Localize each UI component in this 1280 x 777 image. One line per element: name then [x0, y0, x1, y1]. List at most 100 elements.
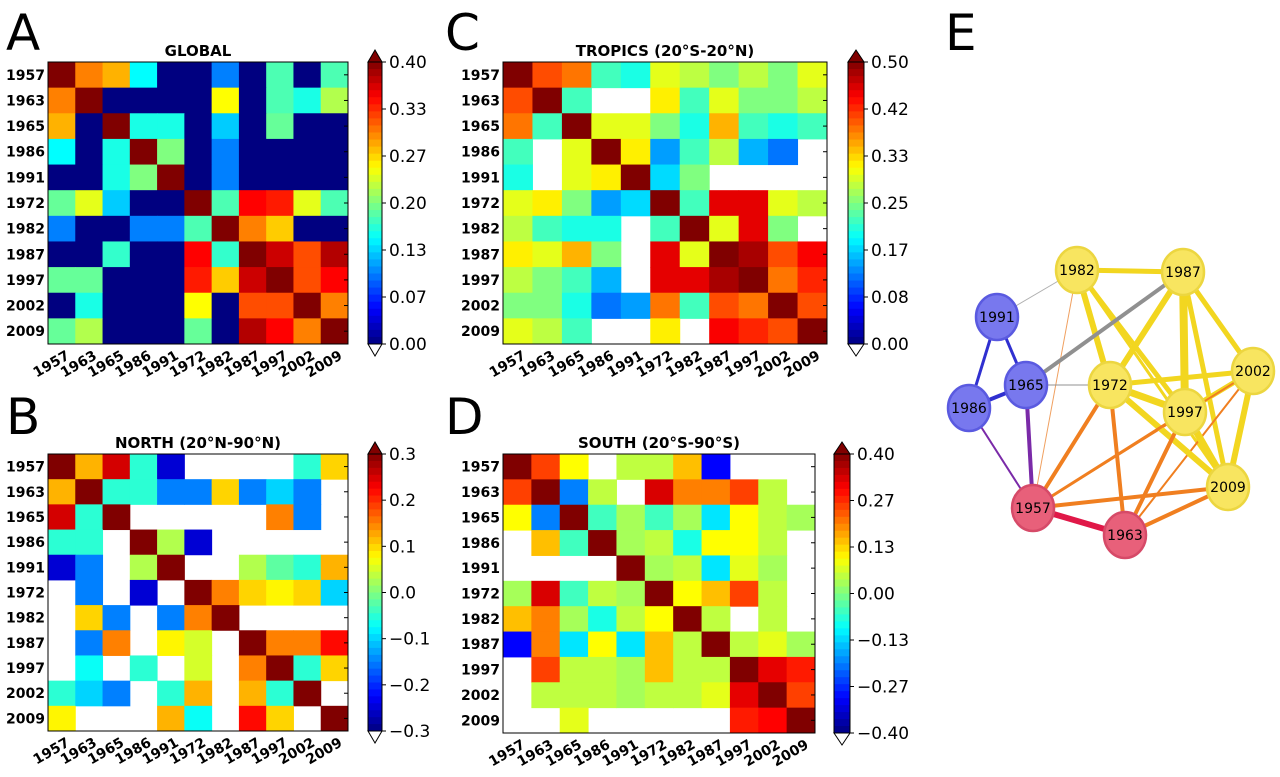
colorbar-segment	[848, 322, 864, 331]
y-tick-label: 2002	[461, 299, 500, 315]
heatmap-cell	[559, 707, 589, 734]
heatmap-cell	[758, 580, 788, 607]
heatmap-cell	[758, 555, 788, 582]
heatmap-cell	[75, 292, 104, 319]
colorbar-segment	[368, 273, 382, 282]
heatmap-cell	[738, 87, 769, 114]
colorbar-segment	[848, 210, 864, 218]
colorbar-segment	[368, 668, 382, 677]
colorbar-segment	[368, 647, 382, 656]
heatmap-panel-c: TROPICS (20°S-20°N)195719571963196319651…	[461, 42, 909, 381]
colorbar-tick-label: 0.42	[871, 100, 909, 120]
heatmap-cell	[320, 241, 349, 268]
heatmap-cell	[184, 705, 213, 732]
heatmap-cell	[679, 241, 710, 268]
heatmap-cell	[129, 579, 158, 606]
heatmap-cell	[559, 656, 589, 683]
heatmap-cell	[701, 479, 731, 506]
y-tick-label: 1972	[461, 587, 500, 603]
colorbar-segment	[368, 682, 382, 690]
y-tick-label: 1986	[461, 145, 500, 161]
heatmap-cell	[48, 529, 76, 556]
colorbar-min-arrow	[847, 343, 865, 357]
heatmap-cell	[758, 707, 788, 734]
heatmap-cell	[211, 215, 240, 242]
heatmap-cell	[157, 164, 185, 191]
colorbar-segment	[834, 691, 850, 699]
heatmap-cell	[620, 113, 651, 140]
heatmap-cell	[650, 241, 681, 268]
colorbar-segment	[848, 125, 864, 133]
heatmap-cell	[266, 504, 294, 531]
heatmap-cell	[503, 138, 533, 166]
colorbar-tick-label: 0.07	[389, 288, 427, 308]
heatmap-cell	[503, 631, 532, 658]
heatmap-cell	[650, 62, 681, 89]
colorbar-tick-label: 0.08	[871, 288, 909, 308]
heatmap-cell	[768, 267, 799, 294]
network-node: 1997	[1162, 387, 1208, 437]
colorbar-segment	[368, 654, 382, 663]
heatmap-cell	[75, 479, 104, 505]
heatmap-cell	[673, 682, 703, 709]
heatmap-cell	[561, 164, 592, 191]
colorbar-segment	[368, 280, 382, 289]
colorbar-segment	[834, 614, 850, 622]
heatmap-cell	[709, 318, 740, 345]
heatmap-cell	[266, 267, 294, 294]
y-tick-label: 2009	[6, 324, 45, 340]
heatmap-cell	[679, 87, 710, 114]
heatmap-cell	[679, 138, 710, 166]
colorbar-segment	[834, 593, 850, 601]
y-tick-label: 1963	[6, 485, 45, 501]
heatmap-cell	[48, 479, 76, 505]
heatmap-cell	[701, 454, 731, 480]
heatmap-cell	[48, 62, 76, 89]
heatmap-cell	[157, 87, 185, 114]
heatmap-cell	[129, 87, 158, 114]
heatmap-cell	[48, 292, 76, 319]
colorbar-segment	[834, 600, 850, 608]
node-circle	[1010, 483, 1056, 533]
heatmap-cell	[531, 606, 561, 633]
heatmap-cell	[320, 655, 349, 682]
heatmap-cell	[561, 215, 592, 242]
heatmap-cell	[559, 580, 589, 607]
colorbar-segment	[834, 523, 850, 532]
heatmap-cell	[532, 113, 563, 140]
colorbar-segment	[368, 266, 382, 274]
node-circle	[1102, 510, 1148, 560]
heatmap-cell	[157, 630, 185, 656]
colorbar-segment	[368, 689, 382, 697]
colorbar-segment	[368, 613, 382, 621]
colorbar-segment	[368, 474, 382, 483]
heatmap-cell	[729, 682, 759, 709]
heatmap-cell	[102, 680, 131, 707]
colorbar-segment	[848, 245, 864, 253]
heatmap-cell	[729, 555, 759, 582]
heatmap-cell	[157, 680, 185, 707]
heatmap-cell	[616, 504, 646, 531]
heatmap-cell	[644, 479, 674, 506]
heatmap-cell	[531, 454, 561, 480]
heatmap-cell	[266, 87, 294, 114]
heatmap-cell	[644, 580, 674, 607]
colorbar-segment	[848, 273, 864, 282]
heatmap-cell	[75, 215, 104, 242]
heatmap-cell	[559, 682, 589, 709]
heatmap-cell	[211, 267, 240, 294]
colorbar-segment	[834, 656, 850, 664]
heatmap-cell	[293, 164, 322, 191]
heatmap-cell	[129, 292, 158, 319]
colorbar-segment	[848, 90, 864, 98]
heatmap-cell	[129, 454, 158, 480]
colorbar-tick-label: 0.33	[871, 147, 909, 167]
heatmap-cell	[238, 138, 267, 166]
heatmap-cell	[211, 479, 240, 505]
heatmap-cell	[738, 241, 769, 268]
heatmap-cell	[129, 138, 158, 166]
heatmap-cell	[102, 605, 131, 631]
colorbar-tick-label: 0.00	[389, 335, 427, 355]
heatmap-cell	[184, 215, 213, 242]
heatmap-cell	[616, 631, 646, 658]
